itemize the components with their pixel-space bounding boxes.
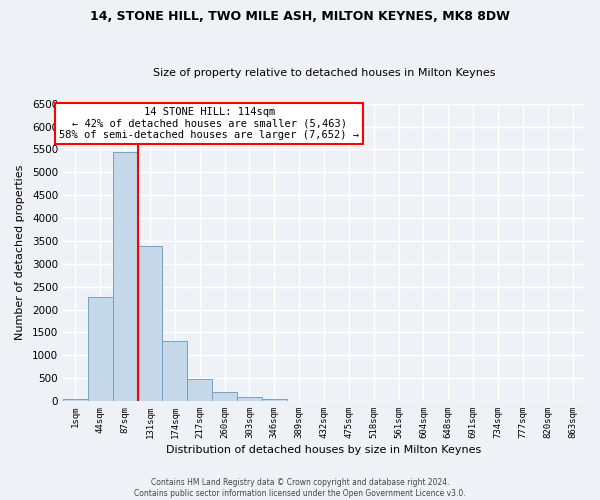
Bar: [137, 246, 163, 401]
Y-axis label: Number of detached properties: Number of detached properties: [15, 164, 25, 340]
Text: 14, STONE HILL, TWO MILE ASH, MILTON KEYNES, MK8 8DW: 14, STONE HILL, TWO MILE ASH, MILTON KEY…: [90, 10, 510, 23]
Bar: [63, 398, 88, 401]
Bar: [262, 398, 287, 401]
Bar: [113, 152, 137, 401]
Bar: [187, 378, 212, 401]
Bar: [163, 340, 187, 401]
Bar: [88, 296, 113, 401]
Text: 14 STONE HILL: 114sqm
← 42% of detached houses are smaller (5,463)
58% of semi-d: 14 STONE HILL: 114sqm ← 42% of detached …: [59, 106, 359, 140]
Title: Size of property relative to detached houses in Milton Keynes: Size of property relative to detached ho…: [153, 68, 495, 78]
X-axis label: Distribution of detached houses by size in Milton Keynes: Distribution of detached houses by size …: [166, 445, 482, 455]
Bar: [212, 392, 237, 401]
Bar: [237, 396, 262, 401]
Text: Contains HM Land Registry data © Crown copyright and database right 2024.
Contai: Contains HM Land Registry data © Crown c…: [134, 478, 466, 498]
